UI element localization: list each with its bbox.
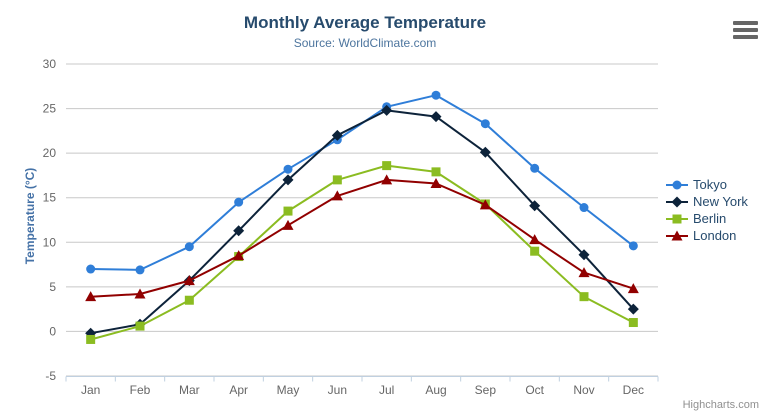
chart-subtitle: Source: WorldClimate.com	[293, 36, 437, 50]
x-axis-label: Apr	[229, 383, 248, 397]
data-point-london-oct[interactable]	[529, 234, 541, 245]
data-point-london-feb[interactable]	[134, 288, 146, 299]
data-point-london-dec[interactable]	[627, 283, 639, 294]
data-point-berlin-oct[interactable]	[530, 246, 540, 256]
legend-marker	[671, 230, 683, 240]
triangle-marker-icon	[666, 230, 688, 240]
data-point-berlin-may[interactable]	[283, 206, 293, 216]
series-new-york	[85, 104, 639, 339]
data-point-new-york-nov[interactable]	[578, 249, 590, 261]
data-point-tokyo-dec[interactable]	[628, 241, 638, 251]
data-point-london-aug[interactable]	[430, 177, 442, 188]
data-point-tokyo-feb[interactable]	[135, 265, 145, 275]
legend-item-new-york[interactable]: New York	[666, 193, 748, 210]
legend-label: Berlin	[693, 211, 727, 226]
data-point-london-mar[interactable]	[183, 275, 195, 286]
x-axis-label: Oct	[525, 383, 544, 397]
data-point-london-jan[interactable]	[85, 291, 97, 302]
data-point-new-york-sep[interactable]	[479, 146, 491, 158]
data-point-london-nov[interactable]	[578, 267, 590, 278]
legend-label: Tokyo	[693, 177, 727, 192]
credits-link[interactable]: Highcharts.com	[682, 399, 759, 411]
data-point-london-apr[interactable]	[233, 250, 245, 261]
legend-item-tokyo[interactable]: Tokyo	[666, 176, 748, 193]
x-axis-label: Jan	[81, 383, 100, 397]
x-axis-label: Mar	[179, 383, 200, 397]
y-axis-label: 15	[43, 191, 57, 205]
y-axis-label: 0	[49, 324, 56, 338]
chart-title: Monthly Average Temperature	[243, 13, 487, 32]
y-axis-label: 30	[43, 57, 57, 71]
square-marker-icon	[666, 214, 688, 223]
data-point-new-york-may[interactable]	[282, 174, 294, 186]
data-point-berlin-aug[interactable]	[431, 167, 441, 177]
data-point-tokyo-apr[interactable]	[234, 197, 244, 207]
data-point-tokyo-sep[interactable]	[480, 119, 490, 129]
data-point-london-may[interactable]	[282, 219, 294, 230]
series-tokyo	[86, 90, 638, 275]
series-london	[85, 174, 639, 302]
legend-item-london[interactable]: London	[666, 227, 748, 244]
data-point-new-york-jul[interactable]	[381, 104, 393, 116]
legend-label: London	[693, 228, 737, 243]
series-line-tokyo[interactable]	[89, 94, 635, 271]
data-point-tokyo-mar[interactable]	[184, 242, 194, 252]
data-point-berlin-feb[interactable]	[135, 321, 145, 331]
y-axis-label: 25	[43, 102, 57, 116]
data-point-berlin-jun[interactable]	[332, 175, 342, 185]
data-point-berlin-mar[interactable]	[184, 295, 194, 305]
y-axis-label: 10	[43, 235, 57, 249]
x-axis-label: Aug	[425, 383, 446, 397]
series-line-berlin[interactable]	[89, 164, 635, 341]
data-point-tokyo-aug[interactable]	[431, 90, 441, 100]
series-line-london[interactable]	[89, 178, 635, 298]
y-axis-label: 5	[49, 280, 56, 294]
x-axis-label: May	[277, 383, 300, 397]
legend: Tokyo New York Berlin London	[666, 176, 748, 244]
data-point-new-york-jun[interactable]	[331, 129, 343, 141]
circle-marker-icon	[666, 180, 688, 189]
hamburger-icon	[733, 20, 758, 39]
series-line-new-york[interactable]	[89, 109, 635, 335]
y-axis-label: 20	[43, 146, 57, 160]
diamond-marker-icon	[666, 196, 688, 207]
x-axis-label: Dec	[623, 383, 644, 397]
data-point-london-jun[interactable]	[331, 190, 343, 201]
data-point-tokyo-nov[interactable]	[579, 203, 589, 213]
x-axis-label: Feb	[130, 383, 151, 397]
y-axis-title: Temperature (°C)	[23, 167, 37, 265]
legend-marker	[672, 180, 682, 189]
y-axis-label: -5	[45, 369, 56, 383]
x-axis-label: Jun	[328, 383, 347, 397]
data-point-berlin-nov[interactable]	[579, 292, 589, 302]
data-point-tokyo-oct[interactable]	[530, 163, 540, 173]
legend-marker	[672, 214, 682, 223]
data-point-berlin-jan[interactable]	[86, 334, 96, 344]
data-point-new-york-dec[interactable]	[627, 303, 639, 315]
data-point-london-jul[interactable]	[381, 174, 393, 185]
legend-marker	[671, 196, 683, 207]
x-axis-label: Sep	[475, 383, 497, 397]
x-axis-label: Jul	[379, 383, 394, 397]
data-point-new-york-apr[interactable]	[233, 225, 245, 237]
legend-item-berlin[interactable]: Berlin	[666, 210, 748, 227]
data-point-tokyo-may[interactable]	[283, 164, 293, 174]
data-point-new-york-aug[interactable]	[430, 111, 442, 123]
data-point-berlin-jul[interactable]	[382, 161, 392, 171]
data-point-new-york-oct[interactable]	[529, 200, 541, 212]
x-axis-label: Nov	[573, 383, 594, 397]
data-point-berlin-dec[interactable]	[628, 318, 638, 328]
context-menu-button[interactable]	[733, 20, 758, 42]
legend-label: New York	[693, 194, 748, 209]
data-point-london-sep[interactable]	[479, 199, 491, 210]
data-point-tokyo-jan[interactable]	[86, 264, 96, 274]
